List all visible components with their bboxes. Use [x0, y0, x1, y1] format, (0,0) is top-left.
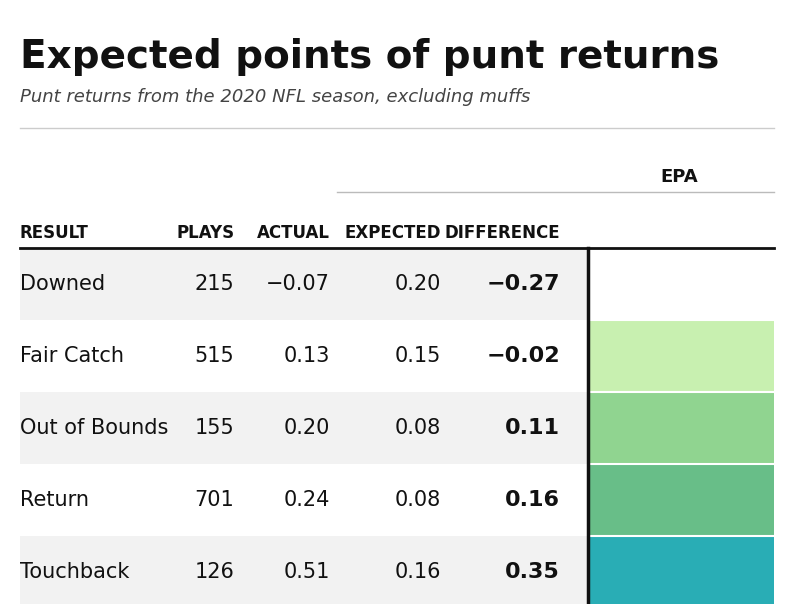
Text: 515: 515 — [195, 346, 234, 366]
Bar — [588, 464, 774, 536]
Text: 0.20: 0.20 — [283, 418, 330, 438]
Text: Downed: Downed — [20, 274, 105, 294]
Bar — [588, 320, 774, 392]
Text: −0.07: −0.07 — [266, 274, 330, 294]
Text: 0.16: 0.16 — [394, 562, 441, 582]
Bar — [588, 392, 774, 464]
Text: DIFFERENCE: DIFFERENCE — [444, 224, 560, 242]
Text: 0.20: 0.20 — [395, 274, 441, 294]
Text: 0.08: 0.08 — [395, 490, 441, 510]
Text: Touchback: Touchback — [20, 562, 129, 582]
Bar — [20, 248, 588, 320]
Bar — [588, 248, 774, 320]
Text: PLAYS: PLAYS — [176, 224, 234, 242]
Text: 0.13: 0.13 — [283, 346, 330, 366]
Text: 215: 215 — [195, 274, 234, 294]
Text: ACTUAL: ACTUAL — [256, 224, 330, 242]
Bar — [588, 536, 774, 604]
Text: Punt returns from the 2020 NFL season, excluding muffs: Punt returns from the 2020 NFL season, e… — [20, 88, 530, 106]
Text: 701: 701 — [195, 490, 234, 510]
Text: 0.51: 0.51 — [283, 562, 330, 582]
Text: Out of Bounds: Out of Bounds — [20, 418, 168, 438]
Text: EXPECTED: EXPECTED — [344, 224, 441, 242]
Text: Fair Catch: Fair Catch — [20, 346, 124, 366]
Bar — [20, 464, 588, 536]
Text: RESULT: RESULT — [20, 224, 89, 242]
Text: 0.11: 0.11 — [505, 418, 560, 438]
Text: 0.16: 0.16 — [505, 490, 560, 510]
Text: EPA: EPA — [660, 168, 698, 186]
Bar — [20, 392, 588, 464]
Text: Return: Return — [20, 490, 89, 510]
Bar — [20, 320, 588, 392]
Text: 155: 155 — [195, 418, 234, 438]
Text: 126: 126 — [195, 562, 234, 582]
Text: Expected points of punt returns: Expected points of punt returns — [20, 38, 719, 76]
Text: −0.02: −0.02 — [486, 346, 560, 366]
Text: 0.15: 0.15 — [395, 346, 441, 366]
Text: −0.27: −0.27 — [486, 274, 560, 294]
Text: 0.24: 0.24 — [283, 490, 330, 510]
Text: 0.08: 0.08 — [395, 418, 441, 438]
Bar — [20, 536, 588, 604]
Text: 0.35: 0.35 — [505, 562, 560, 582]
